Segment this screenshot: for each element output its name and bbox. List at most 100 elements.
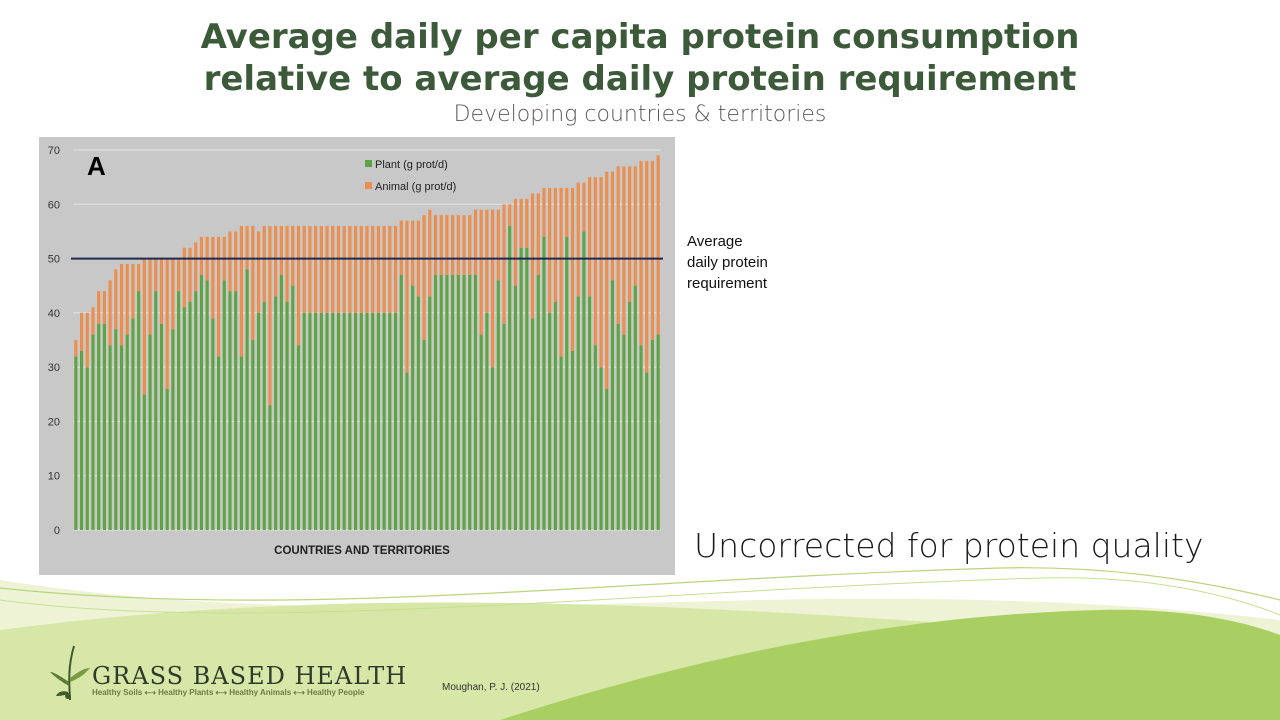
bar-plant <box>222 280 226 530</box>
bar-animal <box>177 258 181 292</box>
bar-plant <box>576 296 580 530</box>
bar-animal <box>656 155 660 335</box>
bar-plant <box>530 318 535 530</box>
y-tick-label: 0 <box>54 525 60 537</box>
bar-plant <box>650 340 655 530</box>
slide-title: Average daily per capita protein consump… <box>0 16 1280 100</box>
bar-animal <box>354 226 358 313</box>
bar-animal <box>599 177 603 368</box>
bar-plant <box>79 350 84 530</box>
bar-plant <box>582 231 586 530</box>
legend-swatch-animal <box>365 182 372 189</box>
y-tick-label: 30 <box>48 362 60 374</box>
bar-animal <box>137 264 141 292</box>
bar-plant <box>508 226 512 530</box>
bar-animal <box>513 198 517 286</box>
requirement-label-line-1: Average <box>687 233 743 250</box>
bar-animal <box>74 340 78 357</box>
bar-plant <box>610 280 615 530</box>
bar-plant <box>131 318 135 530</box>
wave-line-2 <box>0 577 1280 616</box>
bar-animal <box>559 188 563 357</box>
bar-plant <box>159 323 164 530</box>
requirement-label: Average daily protein requirement <box>687 231 827 294</box>
bar-animal <box>508 204 512 226</box>
bar-plant <box>308 312 312 530</box>
bar-animal <box>211 236 215 319</box>
x-axis-label: COUNTRIES AND TERRITORIES <box>274 545 450 557</box>
bar-animal <box>268 226 272 406</box>
bar-animal <box>622 166 626 335</box>
protein-chart: 0 10 20 30 40 50 60 70 A Plant (g prot/d) Animal (… <box>48 145 663 557</box>
bar-plant <box>542 236 546 530</box>
bar-plant <box>628 302 632 530</box>
bar-animal <box>399 220 403 275</box>
bar-animal <box>462 215 466 275</box>
bar-animal <box>570 188 575 351</box>
bar-animal <box>616 166 620 324</box>
bar-animal <box>279 226 283 275</box>
bar-animal <box>348 226 352 313</box>
bar-animal <box>325 226 329 313</box>
bar-animal <box>342 226 346 313</box>
bar-plant <box>108 345 112 530</box>
bar-plant <box>251 340 255 530</box>
legend-label-plant: Plant (g prot/d) <box>375 159 448 171</box>
bar-animal <box>359 226 363 313</box>
bar-animal <box>108 280 112 346</box>
bar-animal <box>371 226 375 313</box>
bar-plant <box>445 274 449 530</box>
bar-animal <box>376 226 380 313</box>
y-tick-label: 40 <box>48 308 60 320</box>
bar-plant <box>456 274 460 530</box>
bar-animal <box>428 209 432 297</box>
bar-plant <box>91 334 95 530</box>
y-tick-label: 60 <box>48 199 60 211</box>
bar-plant <box>114 329 118 530</box>
bar-animal <box>382 226 386 313</box>
bar-plant <box>633 285 637 530</box>
bar-plant <box>119 345 124 530</box>
bar-plant <box>473 274 478 530</box>
logo-tagline: Healthy Soils ⟷ Healthy Plants ⟷ Healthy… <box>92 688 365 697</box>
bar-animal <box>650 160 655 340</box>
bar-plant <box>291 285 295 530</box>
bar-plant <box>451 274 455 530</box>
bar-animal <box>519 198 523 248</box>
bar-plant <box>245 269 249 530</box>
background-waves <box>0 567 1280 720</box>
bar-plant <box>348 312 352 530</box>
bar-plant <box>616 323 620 530</box>
bar-plant <box>256 312 261 530</box>
bar-animal <box>159 258 164 324</box>
bar-animal <box>319 226 323 313</box>
bar-animal <box>97 291 101 324</box>
bar-plant <box>376 312 380 530</box>
bar-animal <box>314 226 318 313</box>
bar-animal <box>582 182 586 232</box>
bar-plant <box>102 323 106 530</box>
bar-plant <box>393 312 398 530</box>
bar-plant <box>593 345 597 530</box>
bar-animal <box>85 312 89 368</box>
bar-plant <box>553 302 557 530</box>
bar-plant <box>365 312 369 530</box>
bar-plant <box>359 312 363 530</box>
bar-plant <box>388 312 392 530</box>
bar-animal <box>251 226 255 340</box>
slide-subtitle: Developing countries & territories <box>453 102 827 127</box>
bar-animal <box>548 188 552 313</box>
bar-plant <box>536 274 540 530</box>
bar-animal <box>496 209 500 281</box>
bar-plant <box>154 291 158 530</box>
bar-plant <box>142 394 146 530</box>
bar-plant <box>502 323 506 530</box>
bar-animal <box>308 226 312 313</box>
bar-animal <box>433 215 438 275</box>
bar-plant <box>645 372 649 530</box>
y-tick-label: 20 <box>48 416 60 428</box>
grass-sprout-icon <box>50 645 90 701</box>
bar-plant <box>239 356 243 530</box>
bar-animal <box>411 220 415 286</box>
bar-animal <box>388 226 392 313</box>
